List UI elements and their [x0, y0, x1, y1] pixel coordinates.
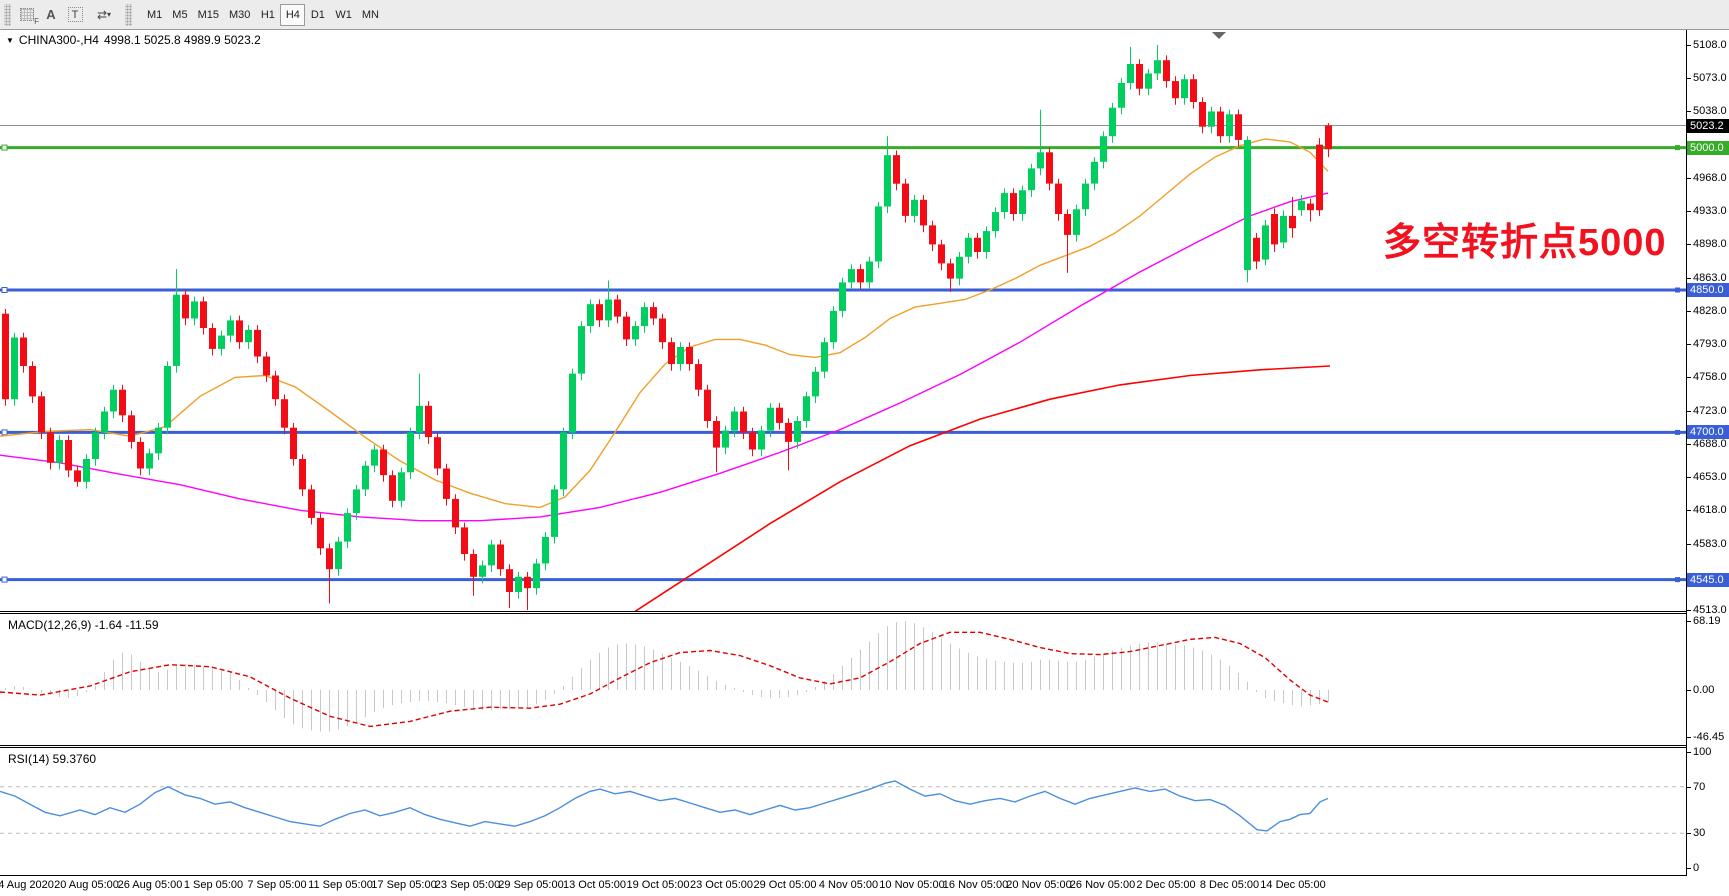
price-badge: 5000.0 [1687, 140, 1729, 155]
price-tick: 4793.0 [1687, 338, 1729, 350]
panel-separator[interactable] [0, 745, 1729, 748]
text-box-icon[interactable]: T [63, 4, 87, 26]
price-tick: 5073.0 [1687, 72, 1729, 84]
timeframe-button-m30[interactable]: M30 [228, 8, 251, 21]
time-label: 23 Sep 05:00 [434, 879, 501, 891]
main-candle-plot[interactable] [0, 30, 1686, 612]
price-tick: 4968.0 [1687, 172, 1729, 184]
price-tick: 4688.0 [1687, 438, 1729, 450]
price-badge: 4700.0 [1687, 425, 1729, 440]
time-label: 16 Nov 05:00 [942, 879, 1009, 891]
price-tick: 5108.0 [1687, 39, 1729, 51]
macd-plot[interactable] [0, 614, 1686, 744]
time-axis-border [0, 875, 1729, 876]
timeframe-button-m1[interactable]: M1 [147, 8, 163, 21]
rsi-tick: 100 [1687, 746, 1729, 758]
price-tick: 4828.0 [1687, 305, 1729, 317]
time-label: 29 Oct 05:00 [753, 879, 817, 891]
time-label: 10 Nov 05:00 [879, 879, 945, 891]
text-label-icon[interactable]: A [46, 7, 56, 22]
time-label: 4 Nov 05:00 [818, 879, 879, 891]
timeframe-button-m15[interactable]: M15 [197, 8, 219, 21]
chart-symbol-period: CHINA300-,H4 [18, 33, 99, 47]
toolbar-grip[interactable] [125, 3, 132, 26]
timeframe-button-m5[interactable]: M5 [172, 8, 188, 21]
price-tick: 4513.0 [1687, 604, 1729, 616]
price-badge: 5023.2 [1687, 118, 1729, 133]
time-label: 1 Sep 05:00 [183, 879, 244, 891]
price-axis[interactable]: 5108.0 5073.0 5038.0 4968.0 4933.0 4898.0 4863… [1686, 30, 1729, 876]
price-tick: 4618.0 [1687, 504, 1729, 516]
rsi-tick: 70 [1687, 781, 1729, 793]
timeframe-group: M1 M5 M15 M30 H1 H4 D1 W1 MN [142, 3, 384, 26]
macd-label: MACD(12,26,9) -1.64 -11.59 [8, 618, 159, 632]
rsi-tick: 30 [1687, 827, 1729, 839]
price-tick: 4758.0 [1687, 371, 1729, 383]
timeframe-button-h4[interactable]: H4 [280, 3, 306, 26]
rsi-label: RSI(14) 59.3760 [8, 752, 97, 766]
time-label: 7 Sep 05:00 [247, 879, 307, 891]
chart-title: ▼ CHINA300-,H4 4998.1 5025.8 4989.9 5023… [6, 33, 261, 47]
shapes-icon[interactable]: ⇄ ▾ [96, 7, 112, 22]
time-label: 11 Sep 05:00 [308, 879, 373, 891]
price-tick: 4723.0 [1687, 405, 1729, 417]
timeframe-button-w1[interactable]: W1 [335, 8, 352, 21]
chart-window: ▼ CHINA300-,H4 4998.1 5025.8 4989.9 5023… [0, 30, 1729, 896]
macd-tick: -46.45 [1687, 731, 1729, 743]
rsi-plot[interactable] [0, 748, 1686, 875]
price-tick: 4653.0 [1687, 471, 1729, 483]
time-label: 26 Nov 05:00 [1069, 879, 1136, 891]
time-label: 26 Aug 05:00 [117, 879, 183, 891]
price-badge: 4545.0 [1687, 572, 1729, 587]
chart-ohlc-values: 4998.1 5025.8 4989.9 5023.2 [103, 33, 261, 47]
time-label: 2 Dec 05:00 [1136, 879, 1196, 891]
time-label: 14 Aug 2020 [0, 879, 54, 891]
price-tick: 4898.0 [1687, 238, 1729, 250]
time-label: 20 Aug 05:00 [54, 879, 119, 891]
time-label: 23 Oct 05:00 [690, 879, 753, 891]
panel-separator[interactable] [0, 611, 1729, 614]
timeframe-button-d1[interactable]: D1 [310, 8, 325, 21]
price-tick: 4863.0 [1687, 272, 1729, 284]
symbol-dropdown-icon[interactable]: ▼ [6, 35, 14, 45]
toolbar: F A T ⇄ ▾ M1 M5 M15 M30 H1 H4 D1 W1 MN [0, 0, 1729, 30]
price-tick: 5038.0 [1687, 105, 1729, 117]
macd-tick: 68.19 [1687, 615, 1729, 627]
chart-annotation-text[interactable]: 多空转折点5000 [1383, 222, 1667, 264]
shapes-dropdown-caret[interactable]: ▾ [107, 10, 112, 19]
chart-shift-marker [1212, 32, 1226, 39]
time-label: 14 Dec 05:00 [1260, 879, 1326, 891]
toolbar-grip[interactable] [4, 3, 11, 26]
time-label: 19 Oct 05:00 [626, 879, 690, 891]
time-label: 20 Nov 05:00 [1006, 879, 1072, 891]
price-tick: 4933.0 [1687, 205, 1729, 217]
time-label: 13 Oct 05:00 [563, 879, 626, 891]
price-tick: 4583.0 [1687, 538, 1729, 550]
rsi-tick: 0 [1687, 862, 1729, 874]
price-badge: 4850.0 [1687, 282, 1729, 297]
time-label: 17 Sep 05:00 [371, 879, 437, 891]
macd-tick: 0.00 [1687, 684, 1729, 696]
timeframe-button-mn[interactable]: MN [361, 8, 379, 21]
time-label: 8 Dec 05:00 [1199, 879, 1260, 891]
grid-f-icon[interactable]: F [15, 4, 39, 26]
time-label: 29 Sep 05:00 [498, 879, 564, 891]
timeframe-button-h1[interactable]: H1 [260, 8, 275, 21]
